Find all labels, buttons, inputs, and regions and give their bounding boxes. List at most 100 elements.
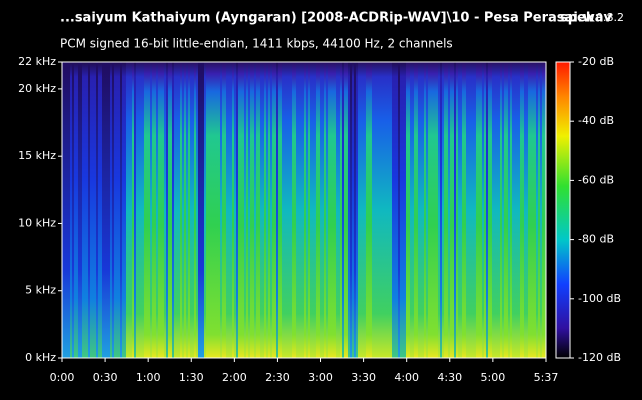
spectrogram-column	[354, 62, 356, 358]
spectrogram-column	[514, 62, 516, 358]
spectrogram-column	[146, 62, 148, 358]
spectrogram-column	[234, 62, 236, 358]
spectrogram-column	[174, 62, 176, 358]
spectrogram-column	[538, 62, 540, 358]
spectrogram-column	[222, 62, 224, 358]
spectrogram-column	[134, 62, 136, 358]
spectrogram-column	[68, 62, 70, 358]
spectrogram-column	[496, 62, 498, 358]
title: ...saiyum Kathaiyum (Ayngaran) [2008-ACD…	[60, 11, 612, 26]
spectrogram-column	[468, 62, 470, 358]
spectrogram-column	[296, 62, 298, 358]
color-tick-label: -60 dB	[578, 173, 614, 186]
x-tick-label: 0:00	[50, 371, 75, 384]
spectrogram-column	[438, 62, 440, 358]
spectrogram-column	[298, 62, 300, 358]
x-tick-label: 5:00	[481, 371, 506, 384]
spectrogram-column	[292, 62, 294, 358]
spectrogram-column	[268, 62, 270, 358]
spectrogram-column	[198, 62, 200, 358]
spectrogram-column	[376, 62, 378, 358]
spectrogram-column	[448, 62, 450, 358]
spectrogram-column	[344, 62, 346, 358]
spectrogram-column	[434, 62, 436, 358]
spectrogram-column	[178, 62, 180, 358]
spectrogram-column	[458, 62, 460, 358]
spectrogram-column	[474, 62, 476, 358]
spectrogram-column	[248, 62, 250, 358]
spectrogram-column	[424, 62, 426, 358]
spectrogram-column	[466, 62, 468, 358]
plot-frame	[61, 61, 547, 359]
spectrogram-column	[530, 62, 532, 358]
spectrogram-column	[238, 62, 240, 358]
spectrogram-column	[152, 62, 154, 358]
spectrogram-column	[428, 62, 430, 358]
spectrogram-column	[430, 62, 432, 358]
spectrogram-column	[76, 62, 78, 358]
spectrogram-column	[112, 62, 114, 358]
spectrogram-column	[194, 62, 196, 358]
spectrogram-column	[230, 62, 232, 358]
spectrogram-column	[330, 62, 332, 358]
spectrogram-column	[426, 62, 428, 358]
spectrogram-column	[256, 62, 258, 358]
spectrogram-column	[470, 62, 472, 358]
spectrogram-column	[352, 62, 354, 358]
spectrogram-column	[192, 62, 194, 358]
spectrogram-column	[142, 62, 144, 358]
spectrogram-column	[526, 62, 528, 358]
spectrogram-column	[508, 62, 510, 358]
spectrogram-column	[170, 62, 172, 358]
spectrogram-column	[186, 62, 188, 358]
app-name: spek	[560, 11, 595, 26]
spectrogram-column	[334, 62, 336, 358]
spectrogram-column	[346, 62, 348, 358]
spectrogram-column	[288, 62, 290, 358]
spectrogram-column	[350, 62, 352, 358]
spectrogram-column	[322, 62, 324, 358]
spectrogram-column	[284, 62, 286, 358]
spectrogram-column	[282, 62, 284, 358]
spectrogram-column	[488, 62, 490, 358]
spectrogram-column	[502, 62, 504, 358]
spectrogram-column	[66, 62, 68, 358]
spectrogram-column	[472, 62, 474, 358]
spectrogram-column	[294, 62, 296, 358]
spectrogram-column	[162, 62, 164, 358]
spectrogram-column	[236, 62, 238, 358]
spectrogram-column	[290, 62, 292, 358]
spectrogram-column	[498, 62, 500, 358]
spectrogram-column	[384, 62, 386, 358]
spectrogram-column	[524, 62, 526, 358]
spectrogram-column	[156, 62, 158, 358]
spectrogram-column	[124, 62, 126, 358]
spectrogram-column	[96, 62, 98, 358]
spectrogram-column	[326, 62, 328, 358]
spectrogram-column	[108, 62, 110, 358]
spectrogram-column	[442, 62, 444, 358]
spectrogram-column	[516, 62, 518, 358]
spectrogram-column	[486, 62, 488, 358]
spectrogram-column	[306, 62, 308, 358]
x-tick-label: 4:00	[394, 371, 419, 384]
spectrogram-column	[492, 62, 494, 358]
spectrogram-column	[150, 62, 152, 358]
spectrogram-column	[412, 62, 414, 358]
spectrogram-column	[418, 62, 420, 358]
spectrogram-column	[122, 62, 124, 358]
spectrogram-column	[94, 62, 96, 358]
x-tick-label: 0:30	[93, 371, 118, 384]
spectrogram-column	[360, 62, 362, 358]
spectrogram-column	[100, 62, 102, 358]
spectrogram-column	[84, 62, 86, 358]
spectrogram	[62, 62, 546, 358]
spectrogram-column	[422, 62, 424, 358]
spectrogram-column	[460, 62, 462, 358]
spectrogram-column	[394, 62, 396, 358]
spectrogram-column	[396, 62, 398, 358]
spectrogram-column	[456, 62, 458, 358]
spectrogram-column	[340, 62, 342, 358]
spectrogram-column	[272, 62, 274, 358]
